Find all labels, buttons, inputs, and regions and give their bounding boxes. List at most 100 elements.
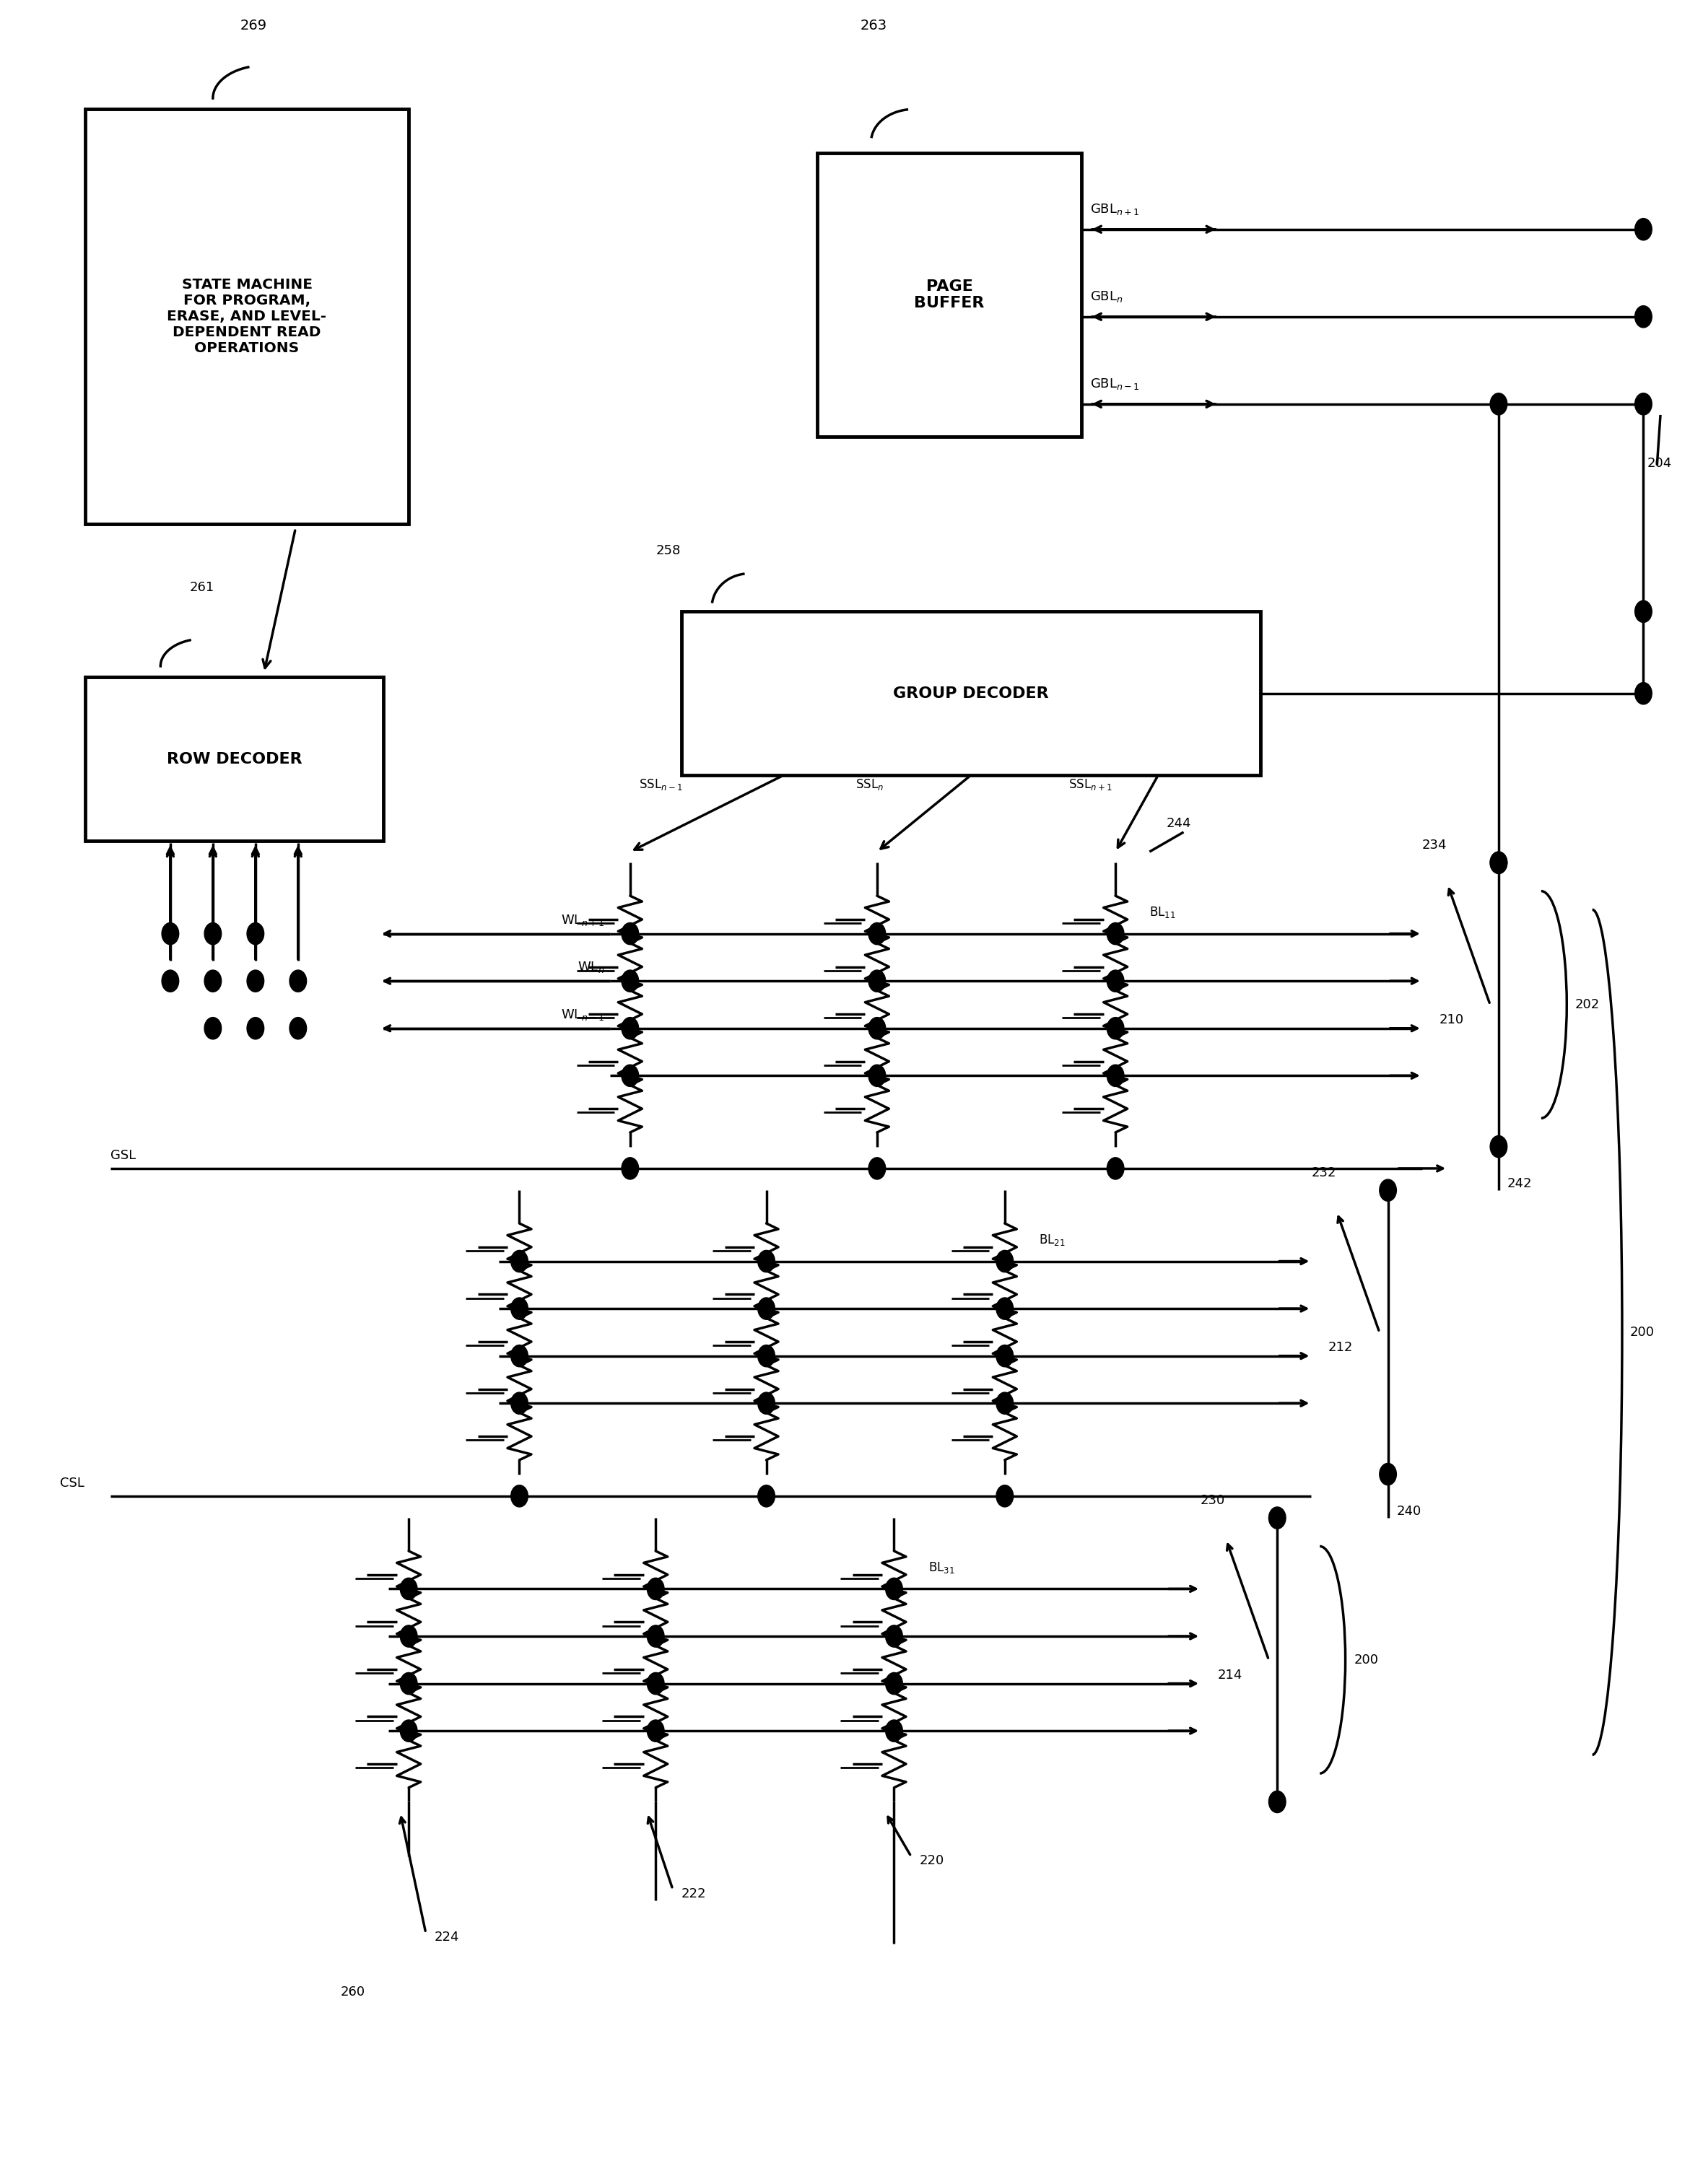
Circle shape — [758, 1249, 775, 1271]
Circle shape — [290, 970, 307, 992]
Text: 220: 220 — [920, 1854, 945, 1867]
Circle shape — [400, 1721, 417, 1743]
Circle shape — [1107, 922, 1124, 946]
Text: 210: 210 — [1439, 1013, 1463, 1026]
Circle shape — [996, 1393, 1013, 1415]
Circle shape — [622, 1158, 639, 1179]
Text: 214: 214 — [1218, 1669, 1243, 1682]
Circle shape — [511, 1297, 528, 1319]
Text: 200: 200 — [1354, 1653, 1378, 1666]
Text: 212: 212 — [1328, 1341, 1354, 1354]
Text: SSL$_n$: SSL$_n$ — [855, 778, 884, 793]
Circle shape — [647, 1721, 664, 1743]
Circle shape — [869, 1158, 886, 1179]
Text: WL$_{n-1}$: WL$_{n-1}$ — [560, 1007, 605, 1022]
Circle shape — [622, 970, 639, 992]
Circle shape — [647, 1673, 664, 1695]
Text: BL$_{11}$: BL$_{11}$ — [1150, 904, 1177, 919]
Circle shape — [400, 1673, 417, 1695]
Circle shape — [247, 1018, 264, 1040]
Circle shape — [1269, 1791, 1286, 1813]
Text: 258: 258 — [656, 544, 681, 557]
Text: 244: 244 — [1167, 817, 1192, 830]
Circle shape — [290, 1018, 307, 1040]
Text: BL$_{21}$: BL$_{21}$ — [1039, 1232, 1066, 1247]
Text: WL$_{n+1}$: WL$_{n+1}$ — [560, 913, 605, 926]
Text: 240: 240 — [1396, 1505, 1422, 1518]
Circle shape — [647, 1625, 664, 1647]
Text: 261: 261 — [189, 581, 215, 594]
Text: 230: 230 — [1201, 1494, 1226, 1507]
Circle shape — [758, 1393, 775, 1415]
Circle shape — [1107, 1018, 1124, 1040]
Circle shape — [886, 1577, 903, 1599]
Circle shape — [247, 922, 264, 946]
Text: SSL$_{n+1}$: SSL$_{n+1}$ — [1069, 778, 1112, 793]
Text: GROUP DECODER: GROUP DECODER — [892, 686, 1049, 701]
Circle shape — [1107, 970, 1124, 992]
Circle shape — [996, 1249, 1013, 1271]
Circle shape — [1490, 1136, 1507, 1158]
Text: GBL$_{n+1}$: GBL$_{n+1}$ — [1090, 201, 1139, 216]
Text: STATE MACHINE
FOR PROGRAM,
ERASE, AND LEVEL-
DEPENDENT READ
OPERATIONS: STATE MACHINE FOR PROGRAM, ERASE, AND LE… — [167, 277, 327, 356]
Text: 222: 222 — [681, 1887, 707, 1900]
Text: 200: 200 — [1630, 1326, 1654, 1339]
Circle shape — [886, 1673, 903, 1695]
Circle shape — [758, 1297, 775, 1319]
Circle shape — [1635, 393, 1652, 415]
Text: ROW DECODER: ROW DECODER — [167, 751, 301, 767]
Circle shape — [400, 1577, 417, 1599]
Circle shape — [1269, 1507, 1286, 1529]
Circle shape — [162, 970, 179, 992]
Text: 202: 202 — [1575, 998, 1601, 1011]
Circle shape — [996, 1485, 1013, 1507]
Text: 232: 232 — [1311, 1166, 1337, 1179]
Bar — [85, 109, 409, 524]
Text: GBL$_{n-1}$: GBL$_{n-1}$ — [1090, 376, 1139, 391]
Text: CSL: CSL — [60, 1476, 83, 1489]
Circle shape — [1635, 601, 1652, 622]
Circle shape — [1635, 681, 1652, 705]
Circle shape — [869, 970, 886, 992]
Text: 242: 242 — [1507, 1177, 1533, 1190]
Text: GBL$_n$: GBL$_n$ — [1090, 288, 1122, 304]
Circle shape — [758, 1485, 775, 1507]
Circle shape — [1635, 218, 1652, 240]
Text: GSL: GSL — [111, 1149, 136, 1162]
Circle shape — [1379, 1179, 1396, 1201]
Text: 260: 260 — [341, 1985, 364, 1998]
Circle shape — [869, 922, 886, 946]
Circle shape — [162, 922, 179, 946]
Text: PAGE
BUFFER: PAGE BUFFER — [915, 280, 984, 310]
Text: 234: 234 — [1422, 839, 1448, 852]
Circle shape — [622, 1066, 639, 1088]
Circle shape — [1490, 852, 1507, 874]
Text: 269: 269 — [240, 20, 267, 33]
Circle shape — [204, 922, 221, 946]
Circle shape — [511, 1345, 528, 1367]
Circle shape — [511, 1485, 528, 1507]
Circle shape — [996, 1297, 1013, 1319]
Circle shape — [758, 1345, 775, 1367]
Circle shape — [886, 1721, 903, 1743]
Circle shape — [511, 1393, 528, 1415]
Circle shape — [886, 1625, 903, 1647]
Text: 263: 263 — [860, 20, 887, 33]
Text: WL$_n$: WL$_n$ — [577, 961, 605, 974]
Text: SSL$_{n-1}$: SSL$_{n-1}$ — [639, 778, 683, 793]
Circle shape — [869, 1018, 886, 1040]
Circle shape — [511, 1249, 528, 1271]
Circle shape — [622, 922, 639, 946]
Text: 224: 224 — [434, 1931, 460, 1944]
Circle shape — [247, 970, 264, 992]
Circle shape — [1490, 393, 1507, 415]
Circle shape — [1107, 1158, 1124, 1179]
Circle shape — [400, 1625, 417, 1647]
Circle shape — [1490, 852, 1507, 874]
Circle shape — [622, 1018, 639, 1040]
Circle shape — [204, 970, 221, 992]
Text: 204: 204 — [1647, 456, 1672, 470]
Circle shape — [1107, 1066, 1124, 1088]
Bar — [817, 153, 1081, 437]
Circle shape — [204, 1018, 221, 1040]
